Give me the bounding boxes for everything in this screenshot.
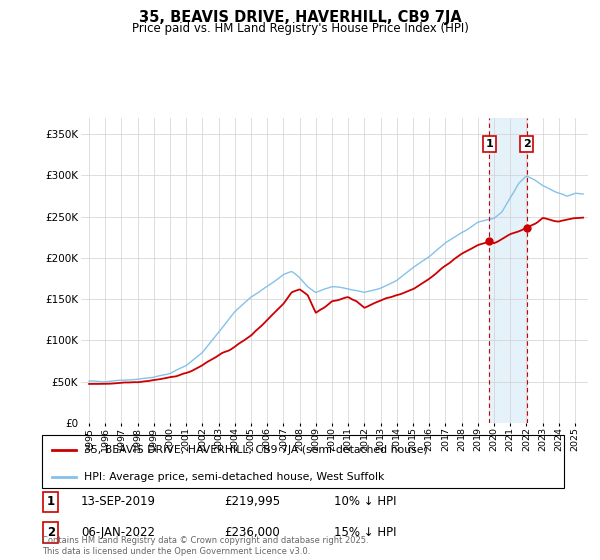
Text: 1: 1 [485, 139, 493, 149]
Text: Price paid vs. HM Land Registry's House Price Index (HPI): Price paid vs. HM Land Registry's House … [131, 22, 469, 35]
Text: 2: 2 [523, 139, 530, 149]
Bar [490, 118, 527, 423]
Text: 35, BEAVIS DRIVE, HAVERHILL, CB9 7JA: 35, BEAVIS DRIVE, HAVERHILL, CB9 7JA [139, 10, 461, 25]
Text: 15% ↓ HPI: 15% ↓ HPI [334, 526, 397, 539]
Text: £219,995: £219,995 [224, 495, 281, 508]
Text: 1: 1 [47, 495, 55, 508]
Text: 10% ↓ HPI: 10% ↓ HPI [334, 495, 397, 508]
Text: 13-SEP-2019: 13-SEP-2019 [81, 495, 156, 508]
Text: 35, BEAVIS DRIVE, HAVERHILL, CB9 7JA (semi-detached house): 35, BEAVIS DRIVE, HAVERHILL, CB9 7JA (se… [84, 445, 428, 455]
Text: £236,000: £236,000 [224, 526, 280, 539]
Text: 06-JAN-2022: 06-JAN-2022 [81, 526, 155, 539]
Text: HPI: Average price, semi-detached house, West Suffolk: HPI: Average price, semi-detached house,… [84, 472, 384, 482]
Text: 2: 2 [47, 526, 55, 539]
Text: Contains HM Land Registry data © Crown copyright and database right 2025.
This d: Contains HM Land Registry data © Crown c… [42, 536, 368, 556]
